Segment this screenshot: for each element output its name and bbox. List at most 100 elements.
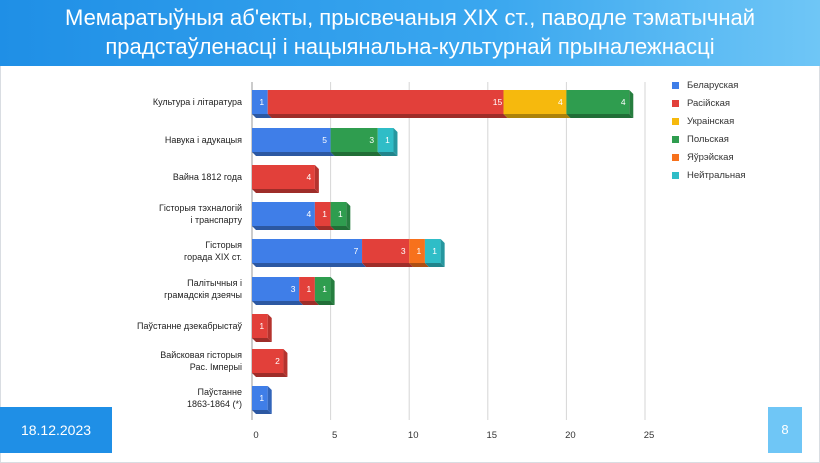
x-tick-label: 15: [487, 430, 498, 441]
x-tick-label: 10: [408, 430, 419, 441]
category-label: Вайсковая гісторыя Рас. Імперыі: [160, 350, 242, 372]
bar-segment-depth: [362, 263, 414, 267]
bar-value-label: 1: [307, 284, 312, 294]
bar-segment-depth: [252, 189, 319, 193]
bar-value-label: 4: [621, 97, 626, 107]
legend-item: Польская: [672, 130, 746, 148]
bar-segment-depth: [252, 263, 367, 267]
legend-item: Расійская: [672, 94, 746, 112]
category-label: Культура і літаратура: [153, 97, 242, 107]
bar-segment-depth: [252, 114, 272, 118]
bar-end-depth: [629, 90, 634, 118]
legend-item: Украінская: [672, 112, 746, 130]
bar-value-label: 1: [259, 393, 264, 403]
legend-label: Польская: [687, 133, 729, 145]
category-label: Гісторыя горада ХІХ ст.: [184, 240, 242, 262]
bar-segment: [252, 349, 284, 373]
bar-value-label: 4: [307, 172, 312, 182]
bar-segment: [252, 165, 315, 189]
bar-segment: [267, 90, 504, 114]
bar-end-depth: [267, 314, 272, 342]
legend-item: Нейтральная: [672, 166, 746, 184]
bar-segment: [362, 239, 410, 263]
x-tick-label: 5: [332, 430, 337, 441]
bar-value-label: 5: [322, 135, 327, 145]
bar-value-label: 7: [354, 246, 359, 256]
bar-value-label: 1: [417, 246, 422, 256]
bar-segment-depth: [299, 301, 319, 305]
bar-segment-depth: [409, 263, 429, 267]
category-label: Вайна 1812 года: [173, 172, 242, 182]
bar-segment-depth: [252, 301, 304, 305]
bar-value-label: 1: [338, 209, 343, 219]
bar-segment: [299, 277, 315, 301]
bar-segment-depth: [314, 226, 335, 230]
bar-value-label: 1: [259, 97, 264, 107]
legend-label: Нейтральная: [687, 169, 746, 181]
legend-swatch: [672, 153, 679, 161]
bar-value-label: 1: [385, 135, 390, 145]
bar-segment: [566, 90, 630, 114]
bar-value-label: 1: [259, 321, 264, 331]
category-label: Палітычныя і грамадскія дзеячы: [164, 278, 242, 300]
bar-segment: [503, 90, 567, 114]
chart-title: Мемаратыўныя аб'екты, прысвечаныя ХІХ ст…: [0, 3, 820, 61]
page-number: 8: [768, 407, 802, 453]
bar-segment-depth: [503, 114, 571, 118]
category-label: Гісторыя тэхналогій і транспарту: [159, 203, 243, 225]
x-tick-label: 0: [253, 430, 258, 441]
bar-segment: [409, 239, 425, 263]
bar-segment-depth: [252, 338, 272, 342]
bar-end-depth: [346, 202, 351, 230]
legend-label: Яўрэйская: [687, 151, 734, 163]
legend-swatch: [672, 171, 679, 179]
bar-segment-depth: [267, 114, 508, 118]
legend-label: Расійская: [687, 97, 731, 109]
bar-value-label: 2: [275, 356, 280, 366]
bar-segment: [252, 386, 268, 410]
bar-segment: [252, 277, 300, 301]
bar-segment: [252, 202, 315, 226]
title-line-1: Мемаратыўныя аб'екты, прысвечаныя ХІХ ст…: [65, 5, 755, 30]
bar-segment-depth: [330, 152, 382, 156]
bar-segment: [424, 239, 441, 263]
bar-segment-depth: [252, 410, 272, 414]
bar-end-depth: [283, 349, 288, 377]
bar-end-depth: [440, 239, 445, 267]
bar-segment: [252, 239, 363, 263]
legend-item: Яўрэйская: [672, 148, 746, 166]
bar-value-label: 1: [432, 246, 437, 256]
bar-value-label: 3: [401, 246, 406, 256]
bar-segment-depth: [252, 152, 335, 156]
bar-segment: [330, 128, 378, 152]
title-line-2: прадстаўленасці і нацыянальна-культурнай…: [105, 34, 715, 59]
legend-swatch: [672, 117, 679, 125]
legend-swatch: [672, 81, 679, 89]
bar-end-depth: [314, 165, 319, 193]
bar-segment-depth: [377, 152, 398, 156]
legend-swatch: [672, 135, 679, 143]
x-tick-label: 25: [644, 430, 655, 441]
category-label: Паўстанне дзекабрыстаў: [137, 321, 243, 331]
bar-segment-depth: [252, 226, 319, 230]
legend-item: Беларуская: [672, 76, 746, 94]
bar-segment-depth: [314, 301, 335, 305]
bar-segment: [252, 90, 268, 114]
bar-segment-depth: [252, 373, 288, 377]
legend-label: Украінская: [687, 115, 735, 127]
title-banner: Мемаратыўныя аб'екты, прысвечаныя ХІХ ст…: [0, 0, 820, 66]
bar-end-depth: [393, 128, 398, 156]
bar-segment-depth: [330, 226, 351, 230]
legend-swatch: [672, 99, 679, 107]
bar-end-depth: [267, 386, 272, 414]
bar-value-label: 4: [558, 97, 563, 107]
bar-segment: [252, 314, 268, 338]
bar-value-label: 3: [369, 135, 374, 145]
bar-value-label: 1: [322, 209, 327, 219]
bar-segment: [314, 202, 331, 226]
bar-segment: [252, 128, 331, 152]
bar-segment-depth: [566, 114, 634, 118]
date-footer: 18.12.2023: [0, 407, 112, 453]
bar-segment: [314, 277, 331, 301]
